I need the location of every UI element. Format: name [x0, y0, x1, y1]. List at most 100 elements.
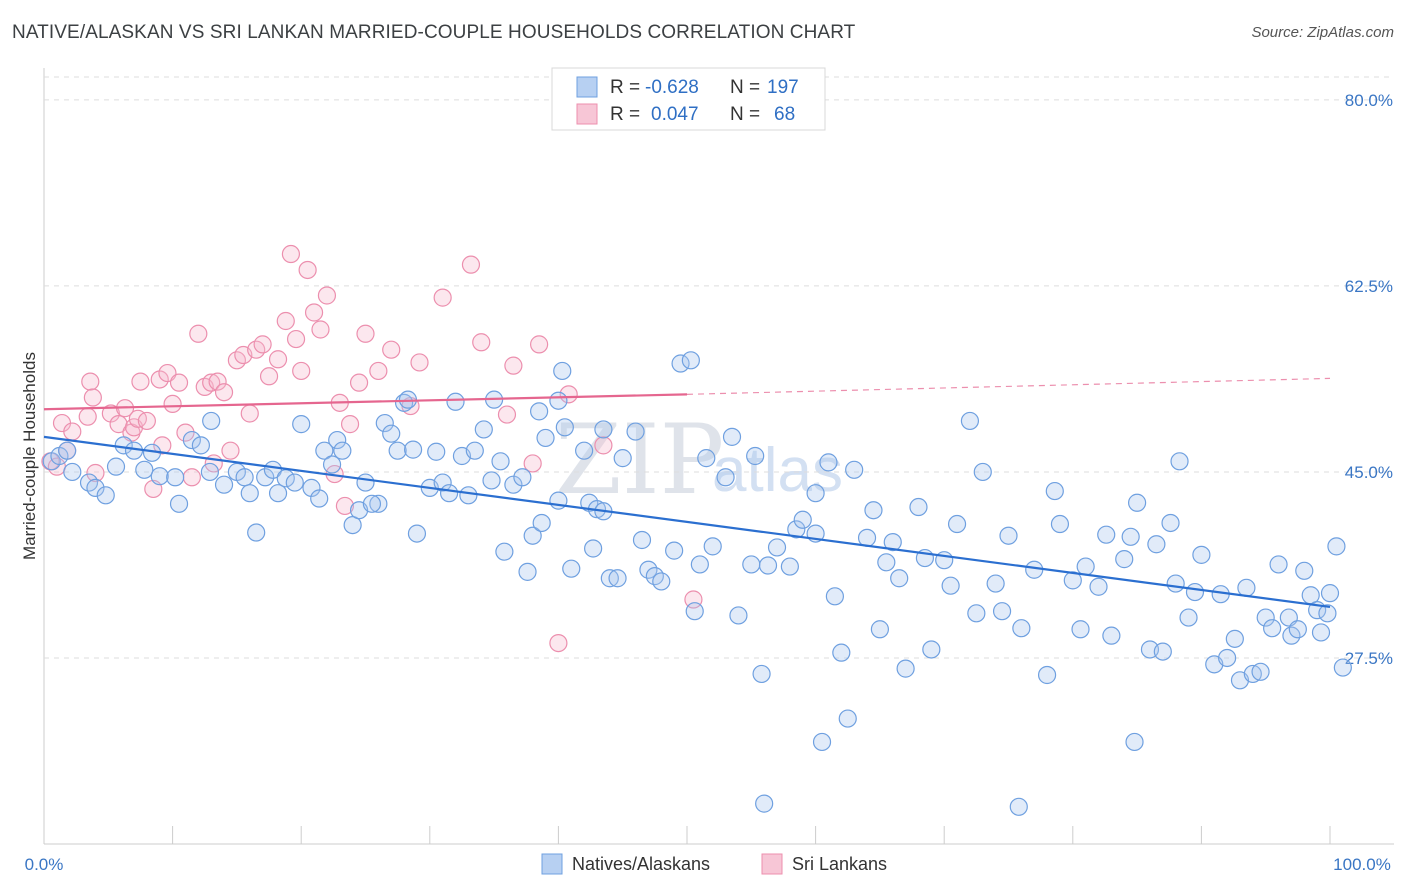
- data-point: [335, 496, 355, 516]
- data-point: [523, 454, 542, 473]
- legend-r-label-blue: R =: [610, 77, 640, 98]
- data-point: [1121, 527, 1140, 546]
- data-point: [999, 526, 1018, 545]
- data-point: [285, 473, 304, 492]
- legend-r-label-pink: R =: [610, 104, 640, 125]
- data-point: [681, 351, 700, 370]
- data-point: [729, 606, 748, 625]
- legend-n-value-pink: 68: [774, 104, 795, 125]
- trend-line-sri-lankans-extension: [686, 377, 1331, 395]
- data-point: [433, 288, 452, 307]
- data-point: [153, 436, 172, 455]
- data-point: [780, 557, 799, 576]
- data-point: [106, 457, 126, 476]
- data-point: [349, 373, 369, 392]
- data-point: [518, 562, 537, 581]
- data-point: [752, 664, 771, 684]
- data-point: [1295, 561, 1314, 580]
- data-point: [433, 473, 452, 492]
- data-point: [259, 367, 279, 386]
- data-point: [922, 640, 941, 659]
- data-point: [407, 524, 427, 543]
- data-point: [838, 709, 857, 728]
- data-point: [890, 569, 909, 588]
- y-tick-label: 80.0%: [1345, 91, 1393, 110]
- data-point: [78, 407, 97, 426]
- data-point: [96, 486, 115, 505]
- data-point: [559, 385, 578, 404]
- data-point: [317, 286, 337, 305]
- y-tick-label: 62.5%: [1345, 277, 1393, 296]
- data-point: [947, 514, 967, 534]
- x-tick-label-min: 0.0%: [25, 855, 64, 874]
- data-point: [268, 350, 288, 369]
- data-point: [240, 404, 259, 423]
- data-point: [1320, 584, 1340, 603]
- data-point: [474, 420, 493, 439]
- data-point: [758, 556, 778, 575]
- data-point: [883, 533, 902, 552]
- data-point: [1256, 608, 1275, 627]
- data-point: [200, 462, 219, 482]
- data-point: [439, 484, 459, 503]
- data-point: [685, 602, 704, 621]
- data-point: [446, 392, 465, 411]
- data-point: [722, 427, 742, 446]
- data-point: [497, 405, 517, 424]
- data-point: [124, 441, 144, 460]
- data-point: [340, 415, 360, 434]
- data-point: [652, 572, 671, 591]
- data-point: [1185, 582, 1205, 602]
- legend-swatch-blue: [576, 76, 598, 98]
- trend-line-natives: [43, 435, 1331, 609]
- data-point: [523, 526, 542, 545]
- data-point: [1318, 604, 1337, 623]
- series-legend-swatch-blue: [541, 853, 563, 875]
- data-point: [1179, 608, 1198, 627]
- data-point: [240, 484, 259, 503]
- data-point: [256, 468, 275, 487]
- data-point: [214, 383, 234, 402]
- legend-r-value-blue: -0.628: [645, 77, 699, 98]
- stats-legend: R = -0.628 N = 197 R = 0.047 N = 68: [551, 67, 826, 131]
- data-point: [298, 260, 317, 280]
- y-tick-labels: 27.5% 45.0% 62.5% 80.0%: [1345, 91, 1393, 668]
- data-point: [362, 494, 382, 513]
- data-point: [626, 422, 645, 441]
- data-point: [896, 659, 915, 678]
- data-point: [600, 569, 619, 588]
- data-point: [992, 602, 1012, 621]
- data-point: [176, 423, 195, 442]
- data-point: [403, 440, 423, 459]
- data-point: [632, 530, 652, 550]
- data-point: [1071, 620, 1090, 639]
- data-point: [276, 311, 295, 331]
- data-point: [166, 468, 185, 487]
- data-point: [1166, 574, 1185, 593]
- data-point: [202, 411, 221, 431]
- data-point: [793, 510, 812, 529]
- data-point: [163, 394, 182, 414]
- data-point: [81, 372, 100, 391]
- data-point: [1147, 535, 1166, 554]
- data-point: [825, 587, 844, 606]
- data-point: [857, 528, 877, 547]
- data-point: [382, 340, 401, 359]
- data-point: [973, 462, 992, 482]
- data-point: [532, 513, 551, 533]
- data-point: [530, 335, 549, 354]
- legend-r-value-pink: 0.047: [651, 104, 699, 125]
- legend-swatch-pink: [576, 103, 598, 125]
- legend-n-label-pink: N =: [730, 104, 760, 125]
- data-point: [870, 620, 890, 639]
- data-point: [504, 356, 523, 375]
- data-point: [131, 372, 150, 391]
- legend-n-label-blue: N =: [730, 77, 760, 98]
- data-point: [292, 361, 311, 381]
- data-point: [281, 244, 301, 264]
- series-legend-label-blue: Natives/Alaskans: [572, 854, 710, 874]
- data-point: [310, 489, 329, 508]
- data-point: [1050, 514, 1070, 534]
- data-point: [536, 428, 555, 448]
- data-point: [1025, 560, 1044, 579]
